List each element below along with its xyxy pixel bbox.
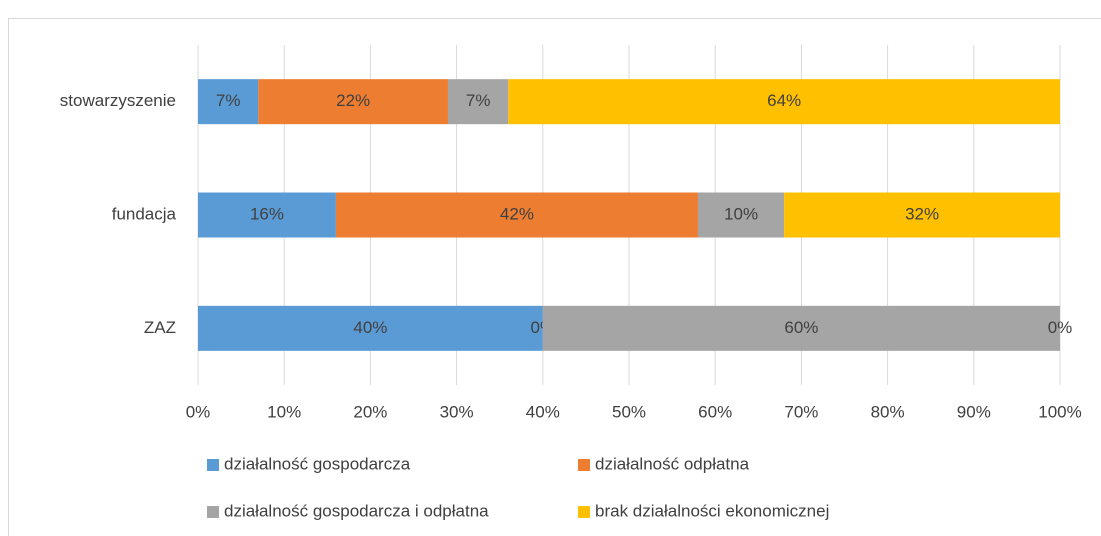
x-tick-label: 60% (698, 402, 732, 421)
legend-swatch (578, 459, 590, 471)
bar-segment (447, 79, 509, 125)
bar-segment (784, 192, 1060, 238)
y-tick-label: ZAZ (144, 318, 176, 337)
data-label: 60% (784, 318, 818, 337)
data-label: 16% (250, 204, 284, 223)
data-label: 42% (500, 204, 534, 223)
bar-segment (542, 305, 1060, 351)
bar-segment (508, 79, 1060, 125)
legend-label: działalność odpłatna (595, 454, 750, 473)
legend-swatch (578, 506, 590, 518)
data-label: 64% (767, 91, 801, 110)
y-tick-label: fundacja (112, 204, 177, 223)
legend-label: działalność gospodarcza (224, 454, 411, 473)
x-tick-label: 70% (784, 402, 818, 421)
bar-segment (335, 192, 698, 238)
x-tick-label: 20% (353, 402, 387, 421)
legend-swatch (207, 506, 219, 518)
data-label: 40% (353, 318, 387, 337)
chart-border (8, 18, 1101, 536)
x-tick-label: 10% (267, 402, 301, 421)
data-label: 22% (336, 91, 370, 110)
data-label: 32% (905, 204, 939, 223)
bar-segment (198, 79, 259, 125)
legend-label: brak działalności ekonomicznej (595, 501, 829, 520)
data-label: 10% (724, 204, 758, 223)
x-tick-label: 100% (1038, 402, 1081, 421)
x-tick-label: 40% (526, 402, 560, 421)
bar-segment (258, 79, 448, 125)
y-tick-label: stowarzyszenie (60, 91, 176, 110)
x-tick-label: 50% (612, 402, 646, 421)
data-label: 7% (466, 91, 491, 110)
x-tick-label: 30% (440, 402, 474, 421)
data-label: 7% (216, 91, 241, 110)
x-tick-label: 0% (186, 402, 211, 421)
x-tick-label: 80% (871, 402, 905, 421)
x-tick-label: 90% (957, 402, 991, 421)
bar-segment (198, 305, 543, 351)
legend-swatch (207, 459, 219, 471)
bar-segment (697, 192, 785, 238)
bar-segment (198, 192, 336, 238)
data-label: 0% (1048, 318, 1073, 337)
legend-label: działalność gospodarcza i odpłatna (224, 501, 489, 520)
